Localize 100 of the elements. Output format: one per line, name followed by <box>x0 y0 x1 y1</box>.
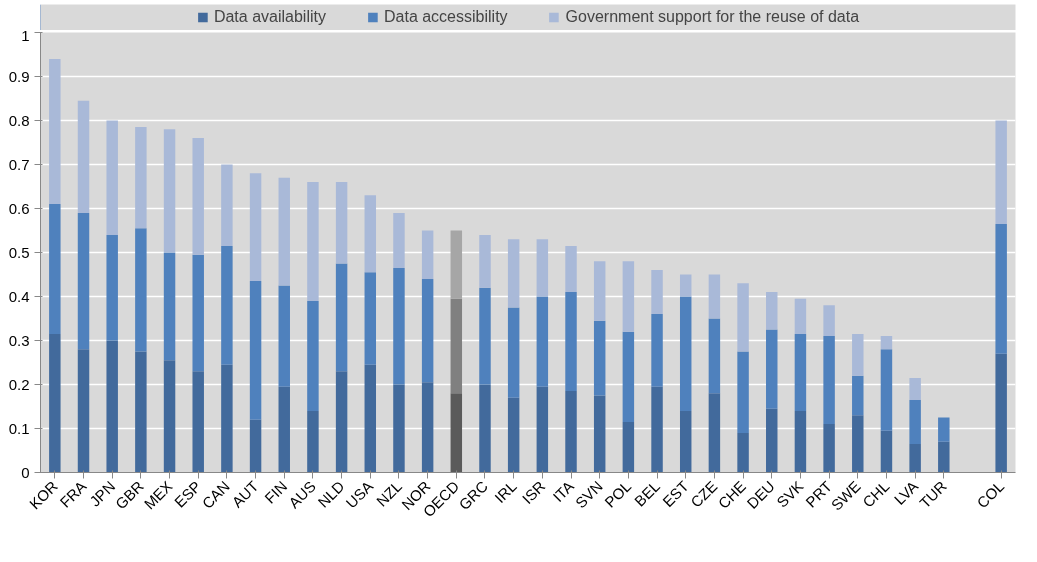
y-tick-label: 0.8 <box>8 111 30 129</box>
bar <box>794 333 807 411</box>
bar <box>479 287 491 385</box>
bar <box>163 129 176 253</box>
bar <box>536 386 549 473</box>
bar <box>364 195 377 273</box>
y-tick-label: 1 <box>21 26 30 44</box>
bar <box>852 375 864 416</box>
bar <box>995 353 1007 473</box>
bar <box>852 415 864 473</box>
bar <box>450 298 463 394</box>
bar <box>880 336 893 350</box>
legend-label: Data accessibility <box>383 8 508 26</box>
bar <box>651 314 663 387</box>
bar <box>938 417 950 442</box>
bar <box>565 391 577 473</box>
x-tick-label: FIN <box>261 477 291 507</box>
bar <box>593 395 606 473</box>
bar <box>995 120 1007 224</box>
bar <box>995 223 1007 354</box>
bar <box>49 204 61 334</box>
bar <box>507 239 520 308</box>
bar <box>77 349 90 473</box>
bar <box>708 274 721 319</box>
bar <box>507 307 520 398</box>
bar <box>536 296 549 387</box>
bar <box>823 424 835 473</box>
bar <box>909 399 921 444</box>
y-tick-label: 0 <box>21 463 30 481</box>
y-tick-label: 0.6 <box>8 199 30 217</box>
bar <box>708 318 721 394</box>
x-tick-label: COL <box>973 477 1008 512</box>
bar <box>249 419 262 473</box>
bar <box>192 371 204 473</box>
bar <box>364 272 377 365</box>
bar <box>106 120 118 235</box>
y-tick-label: 0.5 <box>8 243 30 261</box>
bar <box>307 300 319 411</box>
bar <box>651 386 663 473</box>
bar <box>364 364 377 473</box>
bar <box>766 329 778 409</box>
bar <box>393 384 405 473</box>
bar <box>593 261 606 321</box>
bar <box>622 421 635 473</box>
bar <box>565 245 577 293</box>
bar <box>737 283 749 352</box>
x-tick-label: IRL <box>491 477 520 507</box>
x-tick-label: USA <box>342 477 377 512</box>
legend-label: Data availability <box>213 8 326 26</box>
bar <box>593 320 606 396</box>
bar <box>77 212 90 350</box>
bar <box>135 228 147 352</box>
bar <box>479 234 491 288</box>
bar <box>737 351 749 433</box>
y-tick-label: 0.2 <box>8 375 30 393</box>
bar <box>278 177 290 286</box>
bar <box>450 230 463 299</box>
bar <box>909 377 921 400</box>
bar <box>106 234 118 341</box>
bar <box>77 100 90 213</box>
bar <box>49 333 61 473</box>
bar <box>622 331 635 422</box>
bar <box>794 410 807 473</box>
bar <box>823 305 835 337</box>
bar <box>651 270 663 315</box>
bar <box>221 164 233 246</box>
bar <box>135 127 147 229</box>
bar <box>938 441 950 473</box>
bar <box>536 239 549 297</box>
bar <box>221 364 233 473</box>
bar <box>192 254 204 372</box>
bar <box>737 432 749 473</box>
bar <box>622 261 635 332</box>
y-tick-label: 0.4 <box>8 287 30 305</box>
bar <box>708 393 721 473</box>
bar <box>278 386 290 473</box>
bar <box>278 285 290 387</box>
bar <box>49 58 61 205</box>
bar <box>565 292 577 392</box>
bar <box>852 333 864 376</box>
legend-label: Government support for the reuse of data <box>565 8 860 26</box>
y-tick-label: 0.1 <box>8 419 30 437</box>
bar <box>135 351 147 473</box>
bar <box>249 281 262 420</box>
bar <box>249 173 262 282</box>
bar <box>163 252 176 361</box>
bar <box>766 408 778 473</box>
bar <box>335 263 348 372</box>
bar <box>679 274 692 297</box>
bar <box>192 138 204 255</box>
bar <box>794 298 807 334</box>
bar <box>421 382 434 473</box>
bar <box>507 397 520 473</box>
bar <box>393 212 405 268</box>
bar <box>221 245 233 365</box>
bar <box>106 340 118 473</box>
bar <box>909 443 921 473</box>
bar <box>766 292 778 330</box>
bar <box>393 267 405 385</box>
x-tick-label: ISR <box>518 477 549 508</box>
